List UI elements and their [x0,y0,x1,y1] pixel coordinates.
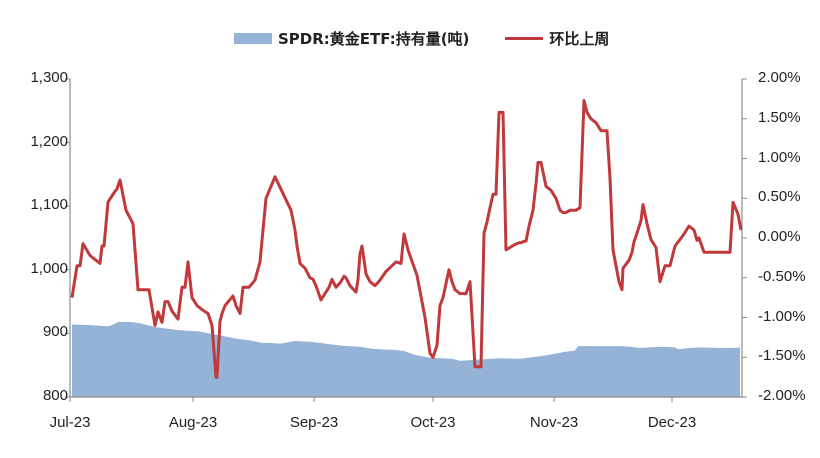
right-axis-tick: -1.50% [758,347,806,365]
left-axis-tick: 1,000 [30,259,68,277]
right-axis-tick: 1.50% [758,108,801,126]
right-axis-tick: -0.50% [758,267,806,285]
x-axis-tick: Nov-23 [529,414,579,431]
x-axis-tick: Jul-23 [49,414,91,431]
right-axis-tick: 2.00% [758,69,801,86]
chart-legend: SPDR:黄金ETF:持有量(吨) 环比上周 [234,28,609,48]
right-axis-tick: 0.00% [758,228,801,245]
left-axis-tick: 1,100 [30,196,68,214]
x-axis-tick: Sep-23 [289,414,339,431]
legend-area-label: SPDR:黄金ETF:持有量(吨) [278,29,470,48]
legend-area-swatch [234,32,272,44]
x-axis-tick: Aug-23 [168,414,218,431]
right-axis-tick: 1.00% [758,148,801,166]
right-axis-tick: 0.50% [758,188,801,206]
x-axis-tick: Dec-23 [647,414,697,431]
wow-change-line [70,99,743,379]
holdings-area [72,322,740,397]
x-axis-tick: Oct-23 [410,414,456,431]
left-axis-tick: 900 [42,323,68,341]
right-axis-tick: -2.00% [758,387,806,404]
right-axis-tick: -1.00% [758,307,806,325]
left-axis-tick: 1,200 [30,132,68,150]
legend-line-label: 环比上周 [549,29,610,48]
left-axis-tick: 1,300 [30,69,68,86]
left-axis-tick: 800 [42,387,68,404]
legend-line-swatch [505,36,544,40]
